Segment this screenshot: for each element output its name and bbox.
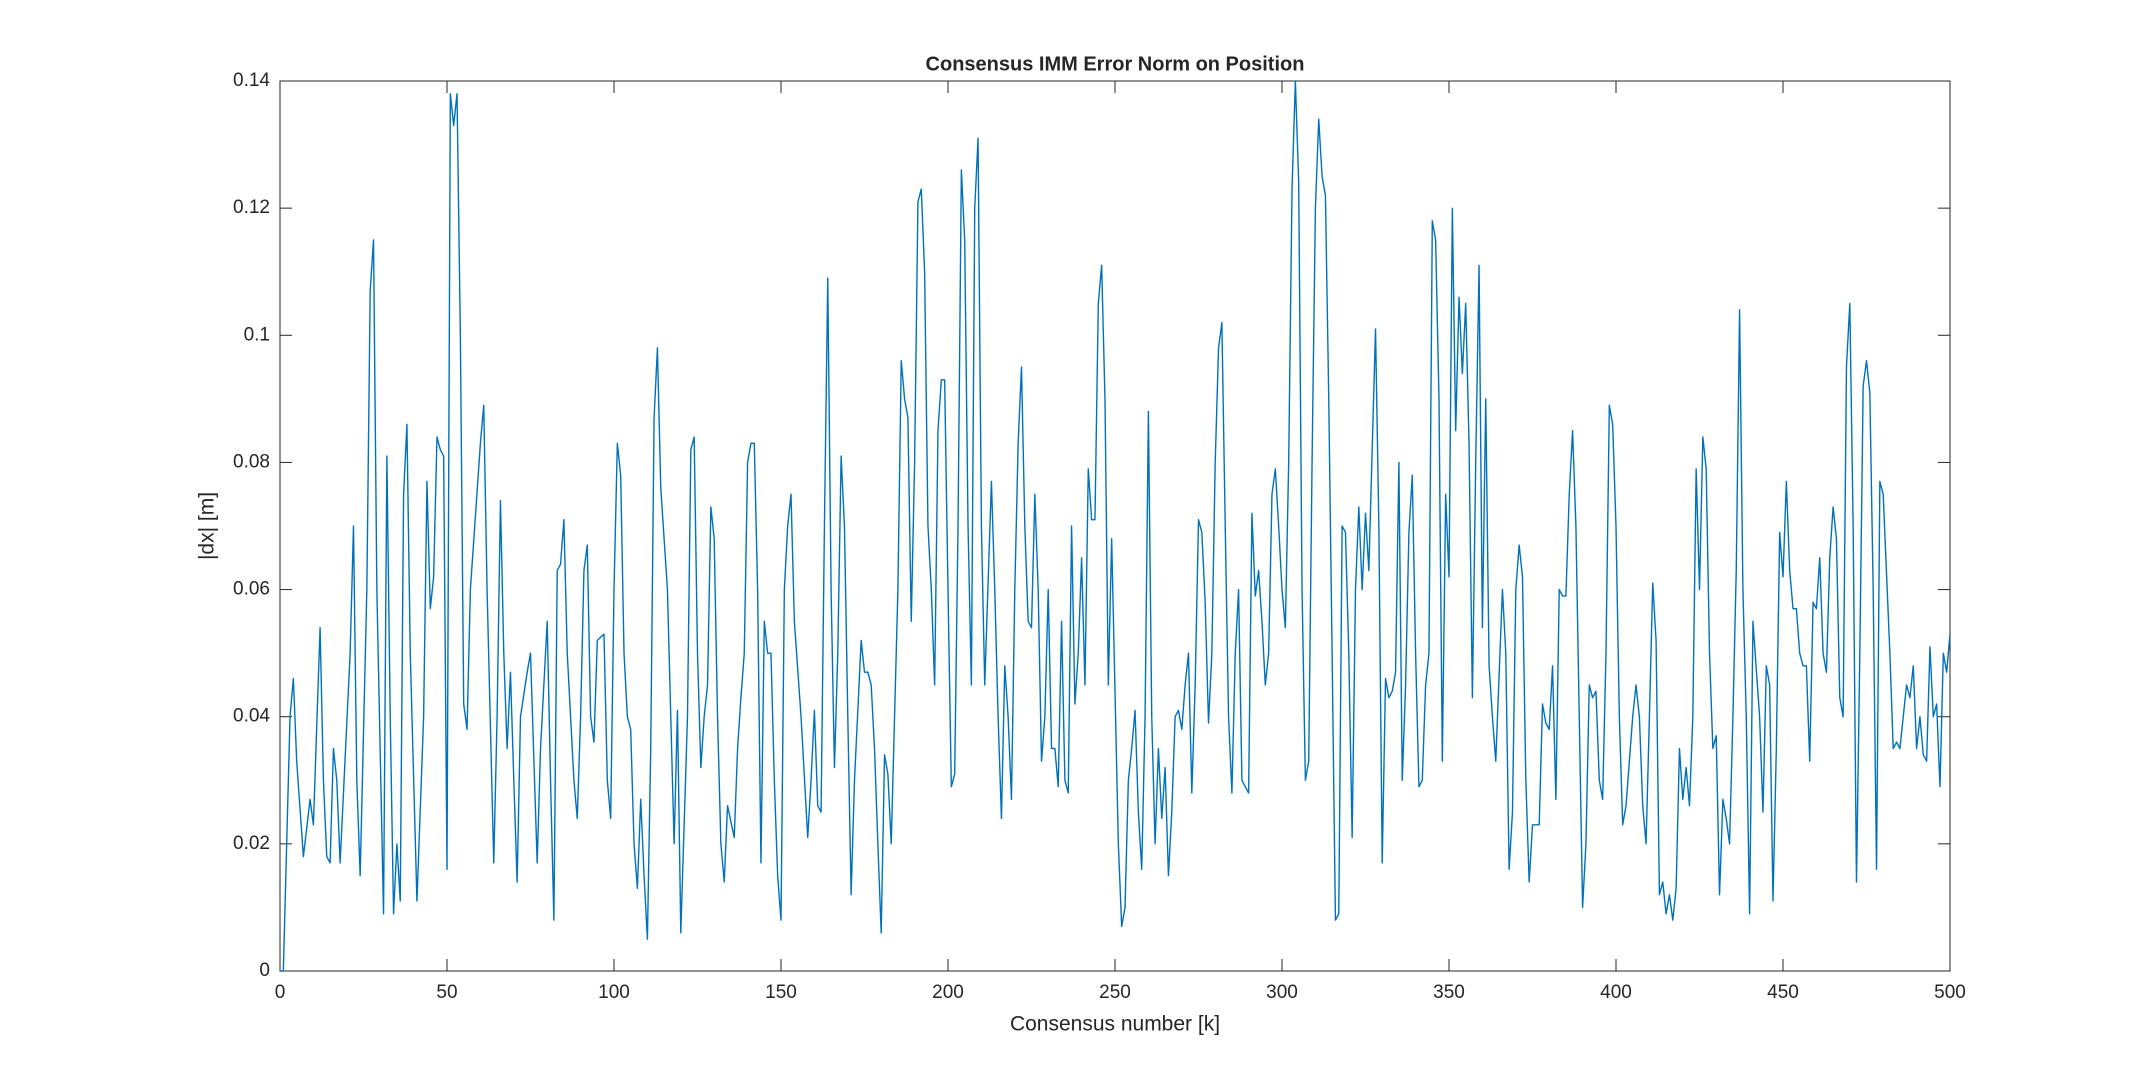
y-axis-label: |dx| [m] [196, 492, 219, 560]
x-tick-label: 500 [1934, 982, 1966, 1003]
x-tick-label: 400 [1600, 982, 1632, 1003]
y-tick-label: 0 [259, 960, 270, 981]
y-tick-label: 0.02 [233, 833, 270, 854]
x-axis-label: Consensus number [k] [1010, 1013, 1220, 1036]
data-line [280, 80, 1950, 972]
x-tick-label: 250 [1099, 982, 1131, 1003]
x-tick-label: 450 [1767, 982, 1799, 1003]
x-tick-label: 200 [932, 982, 964, 1003]
x-tick-label: 0 [275, 982, 286, 1003]
y-tick-label: 0.04 [233, 706, 270, 727]
y-tick-label: 0.12 [233, 197, 270, 218]
chart-title: Consensus IMM Error Norm on Position [926, 53, 1305, 75]
plot-frame [279, 80, 1951, 972]
y-tick-label: 0.08 [233, 451, 270, 472]
y-tick-label: 0.14 [233, 70, 270, 91]
x-tick-label: 50 [436, 982, 457, 1003]
x-tick-label: 350 [1433, 982, 1465, 1003]
y-tick-label: 0.06 [233, 579, 270, 600]
x-tick-label: 300 [1266, 982, 1298, 1003]
x-tick-label: 100 [598, 982, 630, 1003]
y-tick-label: 0.1 [244, 324, 270, 345]
x-tick-label: 150 [765, 982, 797, 1003]
